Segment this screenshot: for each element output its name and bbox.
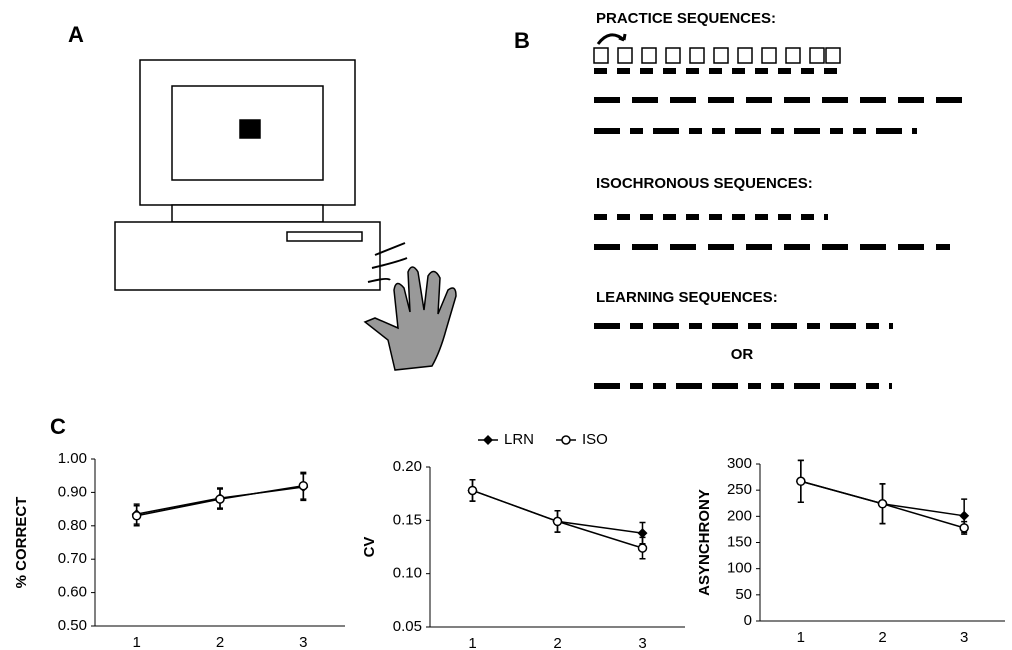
y-tick-label: 0.60: [58, 584, 87, 601]
panel-label: C: [50, 414, 66, 439]
panel-label: B: [514, 28, 530, 53]
x-tick-label: 3: [638, 635, 646, 650]
y-tick-label: 250: [727, 481, 752, 498]
or-label: OR: [731, 346, 754, 363]
y-axis-label: CV: [361, 537, 378, 558]
arrow: [598, 34, 625, 44]
y-tick-label: 50: [735, 586, 752, 603]
section-title: ISOCHRONOUS SEQUENCES:: [596, 175, 813, 192]
y-tick-label: 300: [727, 455, 752, 472]
y-tick-label: 0.05: [393, 618, 422, 635]
x-tick-label: 1: [797, 629, 805, 646]
marker: [554, 517, 562, 525]
marker: [959, 511, 969, 521]
y-tick-label: 200: [727, 507, 752, 524]
y-tick-label: 0.20: [393, 458, 422, 475]
marker: [639, 544, 647, 552]
x-tick-label: 1: [468, 635, 476, 650]
marker: [797, 477, 805, 485]
marker: [133, 512, 141, 520]
computer: [115, 60, 380, 290]
legend-marker: [562, 436, 570, 444]
y-tick-label: 0.90: [58, 483, 87, 500]
marker: [960, 524, 968, 532]
y-tick-label: 0.80: [58, 517, 87, 534]
y-tick-label: 0.10: [393, 565, 422, 582]
marker: [879, 500, 887, 508]
x-tick-label: 2: [216, 634, 224, 650]
legend-marker: [483, 435, 493, 445]
marker: [216, 495, 224, 503]
x-tick-label: 1: [132, 634, 140, 650]
y-tick-label: 0.15: [393, 511, 422, 528]
y-axis-label: ASYNCHRONY: [696, 489, 713, 596]
x-tick-label: 3: [960, 629, 968, 646]
section-title: PRACTICE SEQUENCES:: [596, 10, 776, 27]
legend-label: LRN: [504, 431, 534, 448]
marker: [638, 528, 648, 538]
y-axis-label: % CORRECT: [13, 497, 30, 589]
marker: [469, 486, 477, 494]
section-title: LEARNING SEQUENCES:: [596, 289, 778, 306]
y-tick-label: 1.00: [58, 450, 87, 467]
x-tick-label: 3: [299, 634, 307, 650]
y-tick-label: 0: [744, 612, 752, 629]
y-tick-label: 0.70: [58, 550, 87, 567]
page: A B PRACTICE SEQUENCES: ISOCHRONOUS SEQU…: [0, 0, 1012, 650]
squares: [594, 48, 840, 63]
y-tick-label: 0.50: [58, 617, 87, 634]
x-tick-label: 2: [553, 635, 561, 650]
panel-label: A: [68, 22, 84, 47]
legend-label: ISO: [582, 431, 608, 448]
marker: [299, 482, 307, 490]
x-tick-label: 2: [878, 629, 886, 646]
figure: A B PRACTICE SEQUENCES: ISOCHRONOUS SEQU…: [0, 0, 1012, 650]
y-tick-label: 150: [727, 533, 752, 550]
y-tick-label: 100: [727, 560, 752, 577]
